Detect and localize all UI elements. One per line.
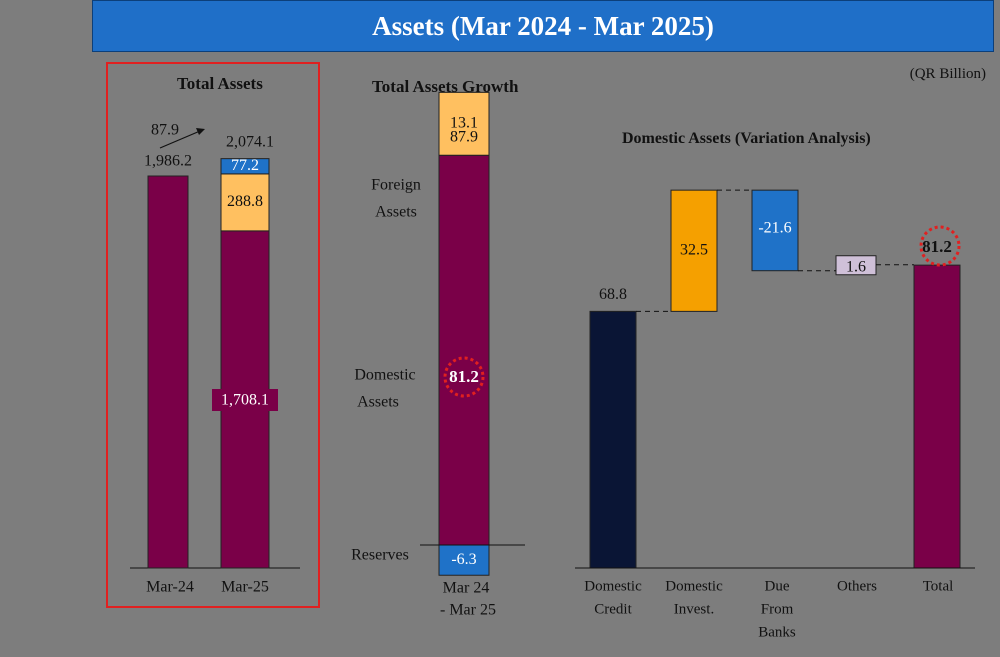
label-due-from-banks: -21.6	[758, 220, 791, 237]
total-assets-frame	[106, 62, 320, 608]
total-label-mar25: 2,074.1	[226, 133, 274, 150]
bar-due-from-banks	[751, 189, 799, 272]
highlight-circle-growth	[443, 356, 485, 398]
x-label-variation-2-0: Due	[765, 578, 790, 594]
label-domestic-growth: 81.2	[449, 367, 479, 386]
chart-header: Assets (Mar 2024 - Mar 2025)	[92, 0, 994, 52]
x-label-variation-3-0: Others	[837, 578, 877, 594]
x-label-variation-4-0: Total	[923, 578, 954, 594]
bar-domestic-credit	[589, 310, 637, 569]
label-domestic-mar25: 1,708.1	[221, 392, 269, 409]
label-foreign-mar25: 288.8	[227, 193, 263, 210]
bar-domestic-mar24	[147, 175, 189, 569]
label-reserves-mar25: 77.2	[231, 157, 259, 174]
total-assets-title: Total Assets	[177, 74, 263, 93]
total-label-mar24: 1,986.2	[144, 153, 192, 170]
x-label-variation-0-0: Domestic	[584, 578, 642, 594]
bar-reserves-growth	[438, 544, 490, 576]
label-others: 1.6	[846, 259, 866, 276]
growth-arrow-line	[159, 130, 201, 149]
label-domestic-invest: 32.5	[680, 242, 708, 259]
label-total: 81.2	[922, 237, 952, 256]
x-label-variation-2-1: From	[761, 601, 794, 617]
seg-label-foreign-2: Assets	[375, 204, 417, 221]
seg-label-domestic-2: Assets	[357, 394, 399, 411]
x-label-variation-0-1: Credit	[594, 601, 632, 617]
total-label-growth: 87.9	[450, 129, 478, 146]
bar-foreign-growth	[438, 91, 490, 156]
bar-reserves-mar25	[220, 158, 270, 175]
label-reserves-growth: -6.3	[451, 551, 476, 568]
x-label-growth-1: Mar 24	[443, 580, 490, 597]
label-foreign-growth: 13.1	[450, 114, 478, 131]
seg-label-reserves: Reserves	[351, 547, 409, 564]
seg-label-foreign-1: Foreign	[371, 177, 421, 194]
page-title: Assets (Mar 2024 - Mar 2025)	[372, 10, 714, 41]
bar-total	[913, 264, 961, 569]
bar-domestic-invest	[670, 189, 718, 312]
x-label-mar24: Mar-24	[146, 579, 194, 596]
growth-arrow-head	[196, 128, 205, 135]
variation-title: Domestic Assets (Variation Analysis)	[622, 130, 871, 147]
growth-title: Total Assets Growth	[372, 77, 519, 96]
x-label-mar25: Mar-25	[221, 579, 269, 596]
x-label-growth-2: - Mar 25	[440, 602, 496, 619]
highlight-circle-total	[919, 225, 961, 267]
label-domestic-credit: 68.8	[599, 286, 627, 303]
growth-annotation: 87.9	[151, 122, 179, 139]
unit-label: (QR Billion)	[909, 66, 986, 82]
x-label-variation-2-2: Banks	[758, 624, 796, 640]
seg-label-domestic-1: Domestic	[354, 367, 415, 384]
bar-domestic-growth	[438, 154, 490, 546]
label-domestic-mar25-box	[212, 389, 278, 411]
x-label-variation-1-0: Domestic	[665, 578, 723, 594]
x-label-variation-1-1: Invest.	[674, 601, 714, 617]
